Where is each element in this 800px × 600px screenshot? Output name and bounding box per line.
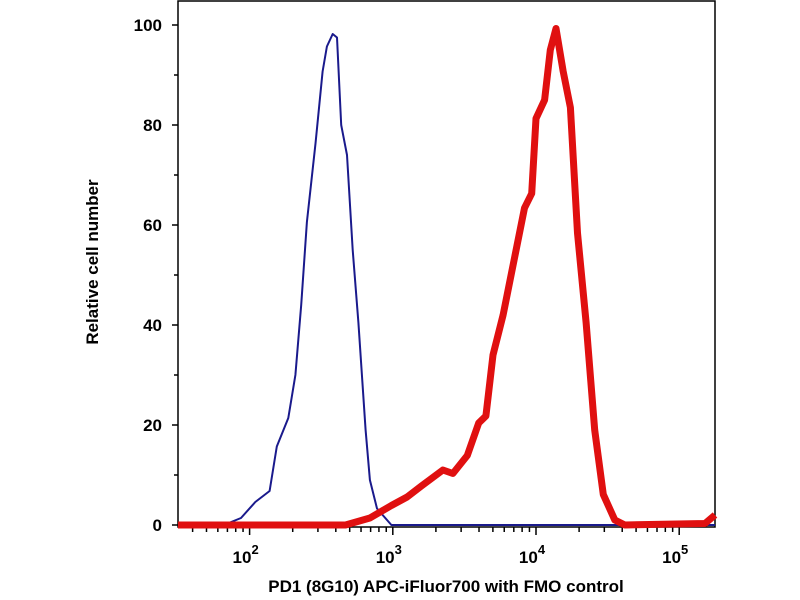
x-tick-label: 104 [519, 542, 546, 567]
y-tick-label: 0 [153, 516, 162, 535]
y-tick-label: 100 [134, 16, 162, 35]
x-tick-label: 105 [662, 542, 688, 567]
y-tick-label: 80 [143, 116, 162, 135]
x-tick-base: 10 [376, 548, 395, 567]
x-tick-base: 10 [233, 548, 252, 567]
x-tick-exponent: 3 [395, 542, 402, 557]
x-tick-base: 10 [662, 548, 681, 567]
x-tick-label: 102 [233, 542, 259, 567]
y-tick-label: 20 [143, 416, 162, 435]
plot-frame [177, 0, 716, 528]
fmo-control-histogram-line [178, 33, 715, 526]
pd1-histogram-line [178, 25, 718, 529]
x-tick-exponent: 5 [681, 542, 688, 557]
x-tick-base: 10 [519, 548, 538, 567]
y-tick-label: 60 [143, 216, 162, 235]
x-tick-exponent: 2 [251, 542, 258, 557]
y-tick-label: 40 [143, 316, 162, 335]
x-tick-exponent: 4 [538, 542, 546, 557]
x-axis-title: PD1 (8G10) APC-iFluor700 with FMO contro… [268, 577, 623, 596]
x-tick-label: 103 [376, 542, 402, 567]
y-axis-title: Relative cell number [83, 179, 102, 345]
